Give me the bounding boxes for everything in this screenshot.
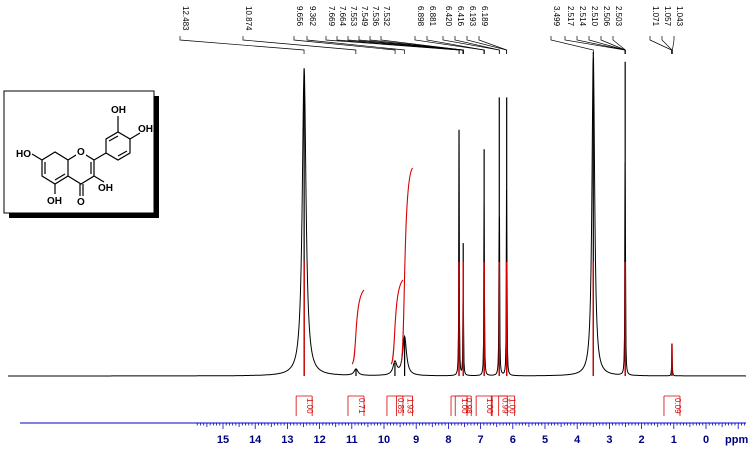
peak-label-text: 12.483 xyxy=(181,6,190,31)
peak-connector xyxy=(478,36,508,54)
structure-bonds xyxy=(31,116,141,196)
peak-label-text: 6.881 xyxy=(428,6,437,27)
x-axis-unit-label: ppm xyxy=(725,434,748,446)
peak-connector xyxy=(649,36,672,54)
oh-3prime-label: OH xyxy=(111,105,126,116)
peak-label-text: 2.506 xyxy=(602,6,611,27)
x-tick-label: 15 xyxy=(217,434,229,446)
peak-label-text: 2.517 xyxy=(566,6,575,27)
ho-7-label: HO xyxy=(16,149,31,160)
integral-value-label: 0.09 xyxy=(673,398,682,414)
x-tick-label: 4 xyxy=(574,434,581,446)
peak-label-text: 7.549 xyxy=(360,6,369,27)
integral-value-label: 1.93 xyxy=(406,398,415,414)
integral-value-label: 0.71 xyxy=(357,398,366,414)
peak-label-text: 7.532 xyxy=(382,6,391,27)
ring-oxygen-mask xyxy=(76,146,86,156)
peak-label-text: 1.057 xyxy=(663,6,672,27)
x-tick-label: 6 xyxy=(510,434,516,446)
oh-5-label: OH xyxy=(47,196,62,207)
peak-connector xyxy=(426,36,485,54)
x-tick-label: 9 xyxy=(413,434,419,446)
peak-label-text: 6.189 xyxy=(480,6,489,27)
integral-value-label: 1.00 xyxy=(485,398,494,414)
oh-4prime-label: OH xyxy=(138,124,153,135)
peak-connector xyxy=(454,36,500,54)
peak-connector xyxy=(336,36,460,54)
integral-value-label: 0.99 xyxy=(500,398,509,414)
spectrum-trace xyxy=(8,56,746,377)
x-tick-label: 7 xyxy=(478,434,484,446)
integral-curve xyxy=(390,279,404,365)
x-tick-label: 8 xyxy=(445,434,451,446)
peak-label-text: 7.669 xyxy=(327,6,336,27)
peak-lines-group xyxy=(303,52,673,376)
peak-connector xyxy=(358,36,464,54)
x-tick-label: 1 xyxy=(671,434,677,446)
peak-connector xyxy=(242,36,357,54)
oh-3-label: OH xyxy=(98,183,113,194)
x-tick-label: 0 xyxy=(703,434,709,446)
peak-labels-group: 12.483 10.874 9.656 9.362 7.669 7.664 7.553 7.5… xyxy=(181,6,684,31)
integral-value-label: 1.00 xyxy=(460,398,469,414)
peak-label-text: 1.071 xyxy=(651,6,660,27)
peak-label-text: 2.510 xyxy=(590,6,599,27)
x-tick-label: 14 xyxy=(249,434,262,446)
peak-connector xyxy=(612,36,626,54)
peak-label-text: 2.503 xyxy=(614,6,623,27)
peak-connector xyxy=(550,36,594,54)
x-tick-label: 3 xyxy=(606,434,612,446)
x-tick-label: 5 xyxy=(542,434,548,446)
integral-value-label: 1.00 xyxy=(508,398,517,414)
ring-oxygen-label: O xyxy=(77,147,85,158)
x-axis: 15 14 13 12 11 10 9 8 7 6 5 4 3 2 1 0 ppm xyxy=(20,422,748,446)
peak-connector xyxy=(179,36,305,54)
integral-labels-group: 1.00 0.71 0.85 1.93 1.000.98 1.00 0.991.00 0.09 xyxy=(295,395,682,416)
peak-connector xyxy=(672,36,675,54)
peak-label-text: 7.536 xyxy=(371,6,380,27)
carbonyl-oxygen-label: O xyxy=(77,197,85,208)
peak-label-text: 6.193 xyxy=(468,6,477,27)
peak-connector xyxy=(293,36,396,54)
peak-label-text: 2.514 xyxy=(578,6,587,27)
peak-label-text: 1.043 xyxy=(675,6,684,27)
peak-connector xyxy=(661,36,673,54)
x-tick-label: 10 xyxy=(378,434,390,446)
peak-connector xyxy=(564,36,626,54)
peak-label-text: 7.553 xyxy=(349,6,358,27)
peak-label-text: 7.664 xyxy=(338,6,347,27)
molecule-structure-inset: OH OH HO O OH OH O xyxy=(3,90,159,218)
peak-label-text: 6.416 xyxy=(456,6,465,27)
peak-connectors-group xyxy=(179,36,675,54)
integral-value-label: 0.98 xyxy=(464,398,473,414)
peak-connector xyxy=(306,36,405,54)
peak-label-text: 6.420 xyxy=(444,6,453,27)
integral-curve xyxy=(400,167,414,365)
peak-label-text: 9.656 xyxy=(295,6,304,27)
peak-connector xyxy=(380,36,464,54)
peak-label-text: 9.362 xyxy=(308,6,317,27)
x-tick-label: 11 xyxy=(346,434,358,446)
x-tick-label: 12 xyxy=(313,434,325,446)
x-tick-label: 2 xyxy=(639,434,645,446)
peak-connector xyxy=(414,36,485,54)
integral-curves-group xyxy=(351,167,414,365)
peak-label-text: 3.499 xyxy=(552,6,561,27)
peak-connector xyxy=(347,36,464,54)
peak-label-text: 10.874 xyxy=(244,6,253,31)
integral-value-label: 1.00 xyxy=(305,398,314,414)
integral-value-label: 0.85 xyxy=(396,398,405,414)
integral-curve xyxy=(351,289,365,365)
x-tick-label: 13 xyxy=(281,434,293,446)
peak-label-text: 6.898 xyxy=(416,6,425,27)
